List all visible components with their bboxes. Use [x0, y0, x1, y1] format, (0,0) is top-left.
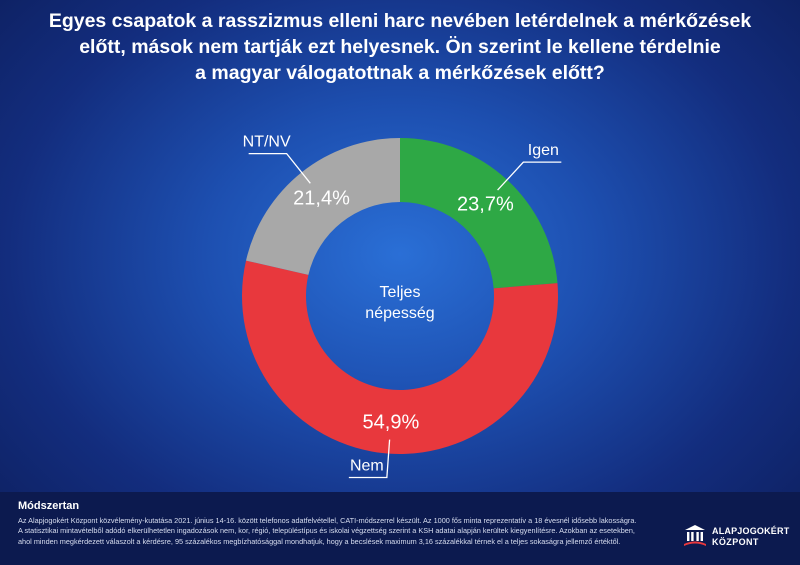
leader-line: [348, 439, 391, 479]
logo-mark-icon: [684, 525, 706, 546]
title-line: Egyes csapatok a rasszizmus elleni harc …: [48, 10, 752, 32]
title-line: előtt, mások nem tartják ezt helyesnek. …: [79, 36, 721, 58]
chart-labels: 23,7% 54,9% 21,4% Igen Nem NT/NV: [243, 134, 559, 475]
donut-slice-nt-nv: [246, 138, 400, 275]
category-label: NT/NV: [243, 134, 291, 151]
logo: ALAPJOGOKÉRT KÖZPONT: [682, 520, 792, 556]
donut-slice-nem: [242, 260, 558, 454]
value-label: 23,7%: [457, 193, 514, 215]
leader-line: [248, 152, 311, 184]
value-label: 54,9%: [363, 412, 420, 434]
methodology-text: Az Alapjogokért Központ közvélemény-kuta…: [18, 516, 637, 546]
leader-lines: [248, 152, 562, 479]
donut-slice-igen: [400, 138, 558, 289]
category-label: Nem: [350, 458, 384, 475]
value-label: 21,4%: [293, 187, 350, 209]
logo-text-line2: KÖZPONT: [712, 537, 759, 547]
category-label: Igen: [528, 142, 559, 159]
center-label-line: népesség: [365, 305, 434, 322]
donut-slices: [242, 138, 558, 454]
leader-line: [497, 161, 562, 191]
chart-title: Egyes csapatok a rasszizmus elleni harc …: [40, 8, 760, 86]
title-line: a magyar válogatottnak a mérkőzések előt…: [195, 62, 605, 84]
footer: Módszertan Az Alapjogokért Központ közvé…: [0, 492, 800, 565]
logo-text-line1: ALAPJOGOKÉRT: [712, 526, 790, 536]
methodology-title: Módszertan: [18, 500, 80, 512]
center-label-line: Teljes: [380, 284, 421, 301]
